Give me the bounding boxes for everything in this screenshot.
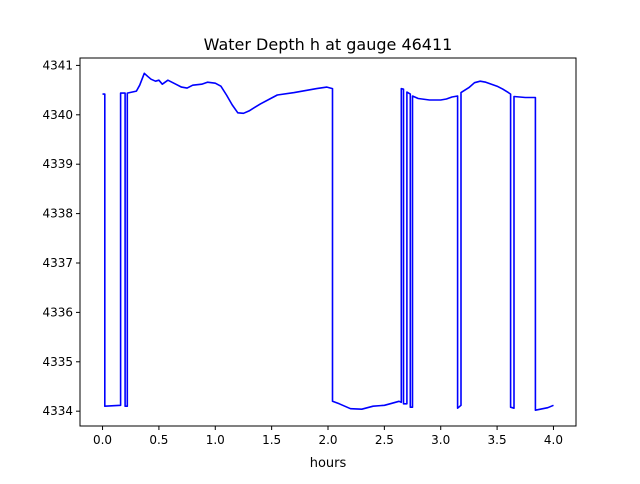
x-tick-label: 0.0 bbox=[93, 433, 112, 447]
y-tick-label: 4337 bbox=[42, 256, 73, 270]
y-tick-label: 4341 bbox=[42, 58, 73, 72]
y-tick-label: 4340 bbox=[42, 108, 73, 122]
x-tick-label: 4.0 bbox=[544, 433, 563, 447]
y-tick-label: 4334 bbox=[42, 404, 73, 418]
x-tick-label: 1.5 bbox=[262, 433, 281, 447]
chart-title: Water Depth h at gauge 46411 bbox=[204, 35, 453, 54]
y-tick-label: 4336 bbox=[42, 305, 73, 319]
x-tick-label: 0.5 bbox=[149, 433, 168, 447]
x-tick-label: 3.5 bbox=[488, 433, 507, 447]
series-line bbox=[102, 72, 554, 412]
x-tick-label: 2.0 bbox=[318, 433, 337, 447]
x-axis-label: hours bbox=[310, 456, 347, 471]
y-tick-label: 4335 bbox=[42, 355, 73, 369]
x-tick-label: 2.5 bbox=[375, 433, 394, 447]
plot-area bbox=[102, 72, 554, 412]
x-axis-ticks: 0.0 0.5 1.0 1.5 2.0 2.5 3.0 3.5 4.0 bbox=[93, 426, 563, 447]
x-tick-label: 3.0 bbox=[431, 433, 450, 447]
x-tick-label: 1.0 bbox=[206, 433, 225, 447]
y-axis-ticks: 4334 4335 4336 4337 4338 4339 4340 4341 bbox=[42, 58, 80, 418]
y-tick-label: 4338 bbox=[42, 207, 73, 221]
y-tick-label: 4339 bbox=[42, 157, 73, 171]
